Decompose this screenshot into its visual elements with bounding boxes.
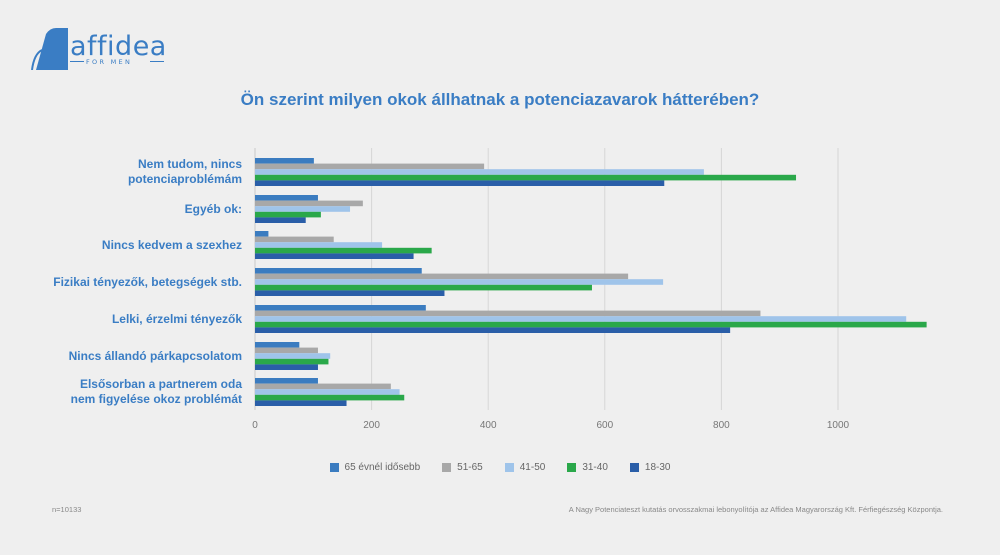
bar-4-7 [255,394,405,401]
bar-1-1 [255,158,314,164]
chart-title: Ön szerint milyen okok állhatnak a poten… [240,90,760,109]
category-label: Egyéb ok: [0,202,242,217]
category-label-line: Lelki, érzelmi tényezők [111,311,242,326]
bar-1-7 [255,378,318,384]
category-label-line: Nincs állandó párkapcsolatom [68,348,242,363]
bar-4-1 [255,174,797,181]
legend-swatch [442,463,452,472]
bar-4-3 [255,247,432,254]
bar-2-4 [255,273,629,280]
x-tick-label: 400 [480,420,497,431]
legend-label: 65 évnél idősebb [344,462,421,473]
bar-3-2 [255,206,351,212]
brand-name: affidea [70,31,167,62]
x-tick-label: 800 [713,420,730,431]
bar-5-2 [255,217,306,223]
legend-item: 65 évnél idősebb [329,462,421,473]
logo-mark-icon [31,28,68,70]
legend-item: 18-30 [629,462,671,473]
bar-5-4 [255,290,445,296]
legend-item: 31-40 [567,462,608,473]
bar-2-7 [255,383,391,390]
legend-label: 18-30 [644,462,671,473]
x-tick-label: 0 [252,420,258,431]
category-label-line: nem figyelése okoz problémát [70,392,242,406]
x-tick-label: 1000 [827,420,850,431]
brand-tagline: FOR MEN [86,58,133,66]
category-label: Elsősorban a partnerem oda nem figyelése … [0,377,242,407]
category-label: Nincs állandó párkapcsolatom [0,349,242,364]
bar-2-2 [255,200,363,207]
sample-size-note: n=10133 [52,505,82,514]
category-label: Lelki, érzelmi tényezők [0,312,242,327]
bar-1-2 [255,195,318,201]
bar-3-3 [255,242,383,248]
bar-2-6 [255,347,318,354]
source-note: A Nagy Potenciateszt kutatás orvosszakma… [568,505,943,514]
category-label-line: Nem tudom, nincs [137,157,242,171]
category-label: Nincs kedvem a szexhez [0,238,242,253]
legend-swatch [329,463,339,472]
legend-item: 41-50 [504,462,546,473]
bar-5-3 [255,253,414,259]
bar-3-4 [255,279,664,285]
bar-4-2 [255,211,321,218]
bar-1-3 [255,231,269,237]
bar-4-4 [255,284,592,291]
category-label: Nem tudom, nincs potenciaproblémám [0,157,242,187]
legend-item: 51-65 [442,462,483,473]
chart-legend: 65 évnél idősebb 51-65 41-50 31-40 18-30 [0,462,1000,473]
category-label-line: Elsősorban a partnerem oda [79,377,242,391]
logo-line-left [70,61,84,62]
category-label: Fizikai tényezők, betegségek stb. [0,275,242,290]
bar-4-6 [255,358,329,365]
legend-label: 31-40 [582,462,608,473]
bar-1-4 [255,268,422,274]
legend-label: 41-50 [519,462,546,473]
category-label-line: Fizikai tényezők, betegségek stb. [53,274,242,289]
bar-5-1 [255,180,665,186]
bar-3-6 [255,353,331,359]
bar-2-1 [255,163,485,170]
bar-3-7 [255,389,400,395]
x-tick-label: 600 [596,420,613,431]
bar-5-6 [255,364,318,370]
logo-line-right [150,61,164,62]
category-label-line: Egyéb ok: [184,201,242,216]
bar-2-5 [255,310,761,317]
bar-2-3 [255,236,334,243]
legend-swatch [567,463,577,472]
category-label-line: potenciaproblémám [127,172,242,186]
legend-swatch [629,463,639,472]
bar-1-5 [255,305,426,311]
bar-3-5 [255,316,907,322]
x-tick-label: 200 [363,420,380,431]
bar-5-5 [255,327,731,333]
bar-5-7 [255,400,347,406]
legend-swatch [504,463,514,472]
bar-1-6 [255,342,300,348]
bar-4-5 [255,321,927,328]
legend-label: 51-65 [457,462,483,473]
bar-3-1 [255,169,704,175]
category-label-line: Nincs kedvem a szexhez [101,237,242,252]
